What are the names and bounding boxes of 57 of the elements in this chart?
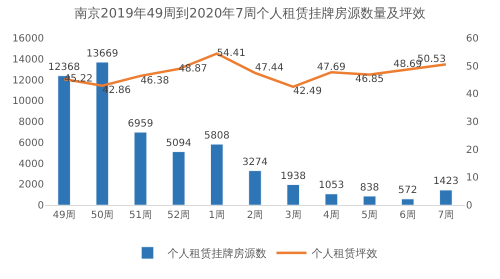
x-tick-label: 52周	[167, 210, 190, 221]
y-tick-label: 6000	[18, 138, 44, 149]
y2-tick-label: 10	[466, 172, 479, 184]
y-tick-label: 12000	[12, 75, 44, 86]
data-label: 838	[360, 182, 380, 194]
data-label: 47.44	[255, 62, 284, 74]
bar	[401, 198, 414, 205]
x-tick-label: 51周	[129, 210, 152, 221]
data-label: 1423	[433, 176, 459, 188]
data-label: 13669	[86, 48, 118, 60]
x-tick-label: 1周	[208, 210, 226, 221]
data-label: 572	[398, 185, 418, 196]
x-tick-label: 49周	[52, 210, 76, 221]
data-label: 3274	[242, 156, 268, 168]
bar	[286, 184, 300, 205]
data-label: 6959	[128, 118, 154, 130]
x-tick-label: 5周	[361, 210, 378, 221]
bar	[440, 190, 452, 205]
x-tick-label: 4周	[323, 210, 340, 221]
data-label: 48.87	[178, 63, 208, 74]
data-label: 42.49	[293, 86, 322, 98]
data-label: 5094	[166, 138, 192, 149]
bar	[172, 152, 185, 205]
y-tick-label: 2000	[18, 180, 44, 191]
data-label: 46.38	[140, 75, 170, 86]
data-label: 46.85	[355, 74, 384, 86]
y-tick-label: 10000	[12, 96, 44, 108]
chart-title: 南京2019年49周到2020年7周个人租赁挂牌房源数量及坪效	[74, 5, 426, 22]
y2-tick-label: 40	[466, 89, 479, 100]
data-label: 1053	[318, 180, 344, 192]
data-label: 54.41	[216, 48, 246, 60]
y-tick-label: 8000	[18, 117, 44, 128]
x-tick-label: 7周	[438, 210, 454, 221]
y2-tick-label: 30	[466, 117, 479, 128]
x-tick-label: 3周	[284, 210, 302, 221]
bar	[134, 132, 147, 205]
x-tick-label: 6周	[400, 210, 416, 221]
data-label: 5808	[204, 130, 230, 142]
data-label: 47.69	[317, 62, 346, 73]
bar	[363, 196, 376, 205]
bar	[325, 194, 338, 205]
y2-tick-label: 50	[466, 61, 479, 72]
y2-tick-label: 20	[466, 144, 479, 156]
bar	[210, 144, 224, 205]
y-tick-label: 16000	[12, 34, 44, 44]
x-tick-label: 2周	[246, 210, 264, 221]
data-label: 12368	[48, 62, 80, 73]
y-tick-label: 4000	[18, 158, 44, 170]
legend-label: 个人租赁坪效	[312, 247, 378, 260]
y-tick-label: 14000	[12, 54, 44, 66]
legend-label: 个人租赁挂牌房源数	[168, 247, 266, 260]
y-tick-label: 0	[38, 200, 44, 212]
x-tick-label: 50周	[90, 210, 114, 221]
bar	[248, 170, 262, 205]
data-label: 1938	[280, 170, 306, 182]
y2-tick-label: 60	[466, 34, 479, 44]
y2-tick-label: 0	[466, 200, 472, 212]
